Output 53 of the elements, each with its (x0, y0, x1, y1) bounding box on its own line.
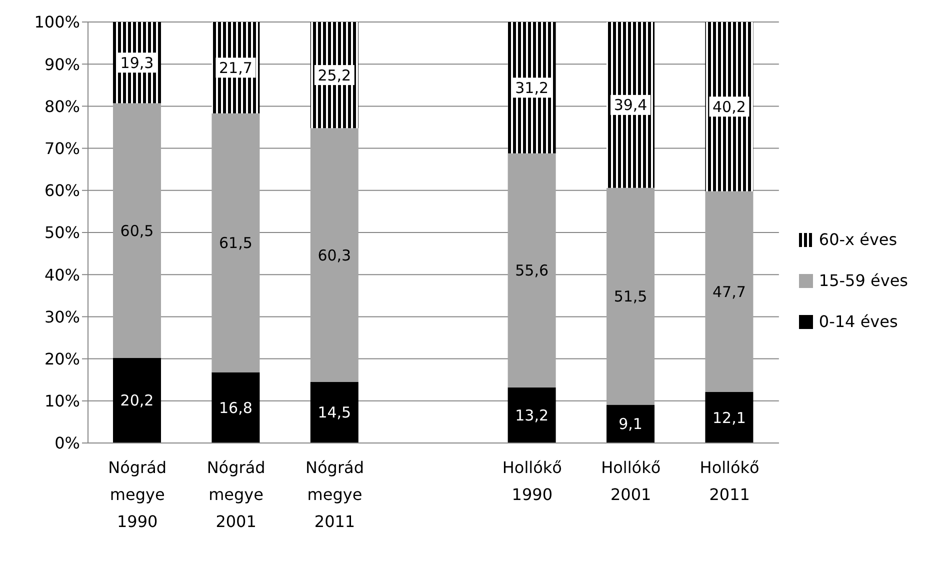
x-tick-label: Hollókő 2011 (700, 458, 760, 504)
y-tick-label: 0% (54, 434, 80, 453)
x-tick-label: Hollókő 2001 (601, 458, 661, 504)
x-tick-label: Nógrád megye 2011 (306, 458, 364, 531)
y-tick-label: 90% (44, 54, 80, 74)
y-tick-label: 60% (44, 181, 80, 200)
y-tick-label: 50% (44, 223, 80, 242)
bar (508, 387, 556, 443)
data-label: 51,5 (614, 288, 648, 306)
bar (212, 372, 260, 443)
y-tick-label: 20% (44, 349, 80, 368)
bar (606, 22, 655, 188)
bar (705, 191, 754, 392)
data-label: 21,7 (219, 58, 252, 77)
bar (508, 153, 556, 388)
x-tick-label: Nógrád megye 1990 (108, 458, 167, 531)
data-label: 9,1 (618, 415, 642, 434)
x-tick-label: Nógrád megye 2001 (206, 458, 266, 531)
data-label: 61,5 (219, 234, 252, 252)
data-label: 16,8 (219, 398, 252, 417)
y-tick-label: 100% (34, 12, 80, 32)
data-label: 19,3 (120, 54, 154, 72)
data-label: 60,5 (120, 222, 154, 240)
data-label: 55,6 (515, 262, 549, 280)
bar (310, 128, 358, 382)
data-label: 31,2 (515, 78, 549, 97)
bar (508, 22, 556, 154)
bar (606, 188, 655, 405)
y-tick-label: 40% (44, 265, 80, 284)
x-tick-label: Hollókő 1990 (502, 458, 562, 504)
legend-label: 0-14 éves (818, 312, 898, 331)
y-tick-label: 30% (44, 307, 80, 326)
bar (705, 22, 754, 192)
data-label: 47,7 (712, 282, 746, 301)
data-label: 20,2 (120, 392, 154, 410)
bar (212, 113, 260, 372)
data-label: 60,3 (318, 246, 352, 264)
data-label: 14,5 (318, 404, 352, 422)
bar (606, 404, 655, 443)
bar (705, 392, 754, 443)
y-tick-label: 80% (44, 96, 80, 116)
bar (310, 382, 358, 443)
y-tick-label: 70% (44, 138, 80, 158)
data-label: 39,4 (614, 96, 648, 114)
legend-label: 60-x éves (818, 230, 898, 249)
data-label: 40,2 (712, 98, 746, 116)
data-label: 13,2 (515, 406, 549, 424)
legend-label: 15-59 éves (818, 271, 908, 290)
data-label: 12,1 (712, 408, 746, 427)
bar (113, 358, 161, 443)
y-tick-label: 10% (44, 392, 80, 411)
data-label: 25,2 (318, 66, 352, 84)
bar (113, 103, 161, 358)
